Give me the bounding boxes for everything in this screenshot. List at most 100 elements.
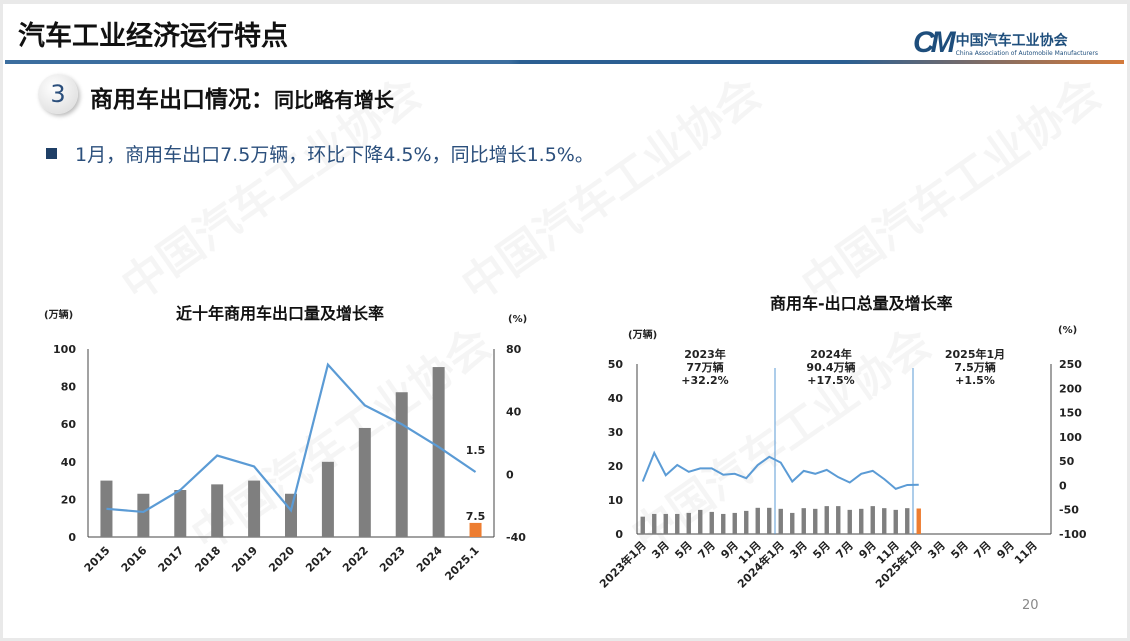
chart2-y2tick: -50 — [1059, 504, 1079, 517]
chart2-bar — [652, 513, 657, 534]
section-subtitle: 同比略有增长 — [274, 88, 394, 112]
slide: 中国汽车工业协会 中国汽车工业协会 中国汽车工业协会 中国汽车工业协会 中国汽车… — [3, 4, 1127, 638]
header-divider — [5, 60, 1124, 64]
chart2-bar — [824, 506, 829, 534]
chart1-xtick: 2019 — [229, 544, 260, 575]
chart2-annotation: 2023年 — [684, 347, 726, 361]
caam-logo: CM 中国汽车工业协会 China Association of Automob… — [913, 26, 1098, 60]
chart1-growth-line — [106, 362, 477, 514]
chart2-annotation: +32.2% — [681, 374, 728, 387]
chart2-xtick: 2023年1月 — [596, 538, 649, 591]
chart2-bar — [709, 511, 714, 534]
chart2-bar — [916, 508, 921, 534]
chart2-bar — [859, 508, 864, 534]
bullet-square-icon — [46, 148, 57, 159]
chart1-ylabel: (万辆) — [44, 310, 74, 321]
bullet-item: 1月，商用车出口7.5万辆，环比下降4.5%，同比增长1.5%。 — [46, 140, 594, 167]
chart2-ytick: 50 — [608, 358, 624, 371]
chart1-bar — [285, 493, 297, 537]
chart2-xtick: 5月 — [810, 539, 832, 561]
chart2-xtick: 7月 — [695, 539, 717, 561]
chart1-xtick: 2015 — [82, 544, 113, 575]
chart2-y2tick: 150 — [1059, 407, 1082, 420]
chart1-bar — [321, 461, 334, 537]
chart2-y2label: (%) — [1058, 325, 1078, 336]
chart2-bar — [698, 509, 703, 534]
logo-mark-icon: CM — [913, 26, 956, 59]
chart2-ytick: 10 — [608, 494, 624, 507]
chart2-xtick: 7月 — [833, 539, 855, 561]
section-title-main: 商用车出口情况： — [90, 87, 274, 113]
chart2-bar — [905, 508, 910, 534]
chart2-y2tick: 0 — [1059, 479, 1067, 492]
chart2-bar — [870, 506, 875, 534]
chart2-annotation: 90.4万辆 — [806, 360, 855, 374]
chart2-xtick: 3月 — [649, 539, 671, 561]
chart2-bar — [744, 510, 749, 534]
chart2-title: 商用车-出口总量及增长率 — [770, 294, 953, 313]
chart2-bar — [847, 509, 852, 534]
chart2-xtick: 3月 — [925, 539, 947, 561]
section-title: 商用车出口情况：同比略有增长 — [90, 80, 394, 114]
chart2-bar — [640, 516, 645, 534]
chart1-xtick: 2018 — [192, 544, 223, 575]
chart1-xtick: 2022 — [340, 544, 371, 575]
chart1-xtick: 2016 — [119, 544, 150, 575]
chart2-bar — [686, 512, 691, 534]
chart2-xtick: 7月 — [971, 539, 993, 561]
chart2-growth-line — [641, 450, 919, 490]
bullet-text: 1月，商用车出口7.5万辆，环比下降4.5%，同比增长1.5%。 — [75, 144, 594, 166]
chart2-annotation: 2025年1月 — [945, 347, 1005, 361]
chart2-y2tick: 100 — [1059, 431, 1082, 444]
chart2-ytick: 20 — [608, 460, 624, 473]
chart1-xtick: 2017 — [156, 544, 187, 575]
chart2-annotation: 7.5万辆 — [954, 360, 996, 374]
logo-en: China Association of Automobile Manufact… — [955, 49, 1098, 57]
chart2-annotation: +1.5% — [955, 374, 995, 387]
chart2-ytick: 30 — [608, 426, 624, 439]
chart2-ytick: 0 — [615, 528, 623, 541]
chart1-ytick: 0 — [68, 531, 76, 544]
chart1-ytick: 80 — [61, 381, 77, 394]
chart2-bar — [732, 512, 737, 534]
chart2-bar — [721, 513, 726, 534]
chart1-ytick: 100 — [53, 343, 76, 356]
chart1-y2label: (%) — [508, 314, 528, 325]
chart1-xtick: 2023 — [377, 544, 408, 575]
chart2-bar — [663, 513, 668, 534]
chart1-bar — [211, 484, 224, 537]
chart1-y2tick: 80 — [506, 343, 522, 356]
chart1-ytick: 40 — [61, 456, 77, 469]
chart2-bar — [778, 508, 783, 534]
chart1-xtick: 2024 — [414, 544, 445, 575]
chart2-bar — [882, 508, 887, 534]
chart2-annotation: 77万辆 — [686, 360, 723, 374]
chart1-bar — [395, 392, 408, 537]
chart1-ytick: 60 — [61, 418, 77, 431]
chart1-bar — [174, 490, 187, 537]
chart2-bar — [801, 508, 806, 534]
chart1-bar — [469, 522, 482, 537]
chart2-annotation: +17.5% — [807, 374, 854, 387]
chart1-bar-label: 7.5 — [466, 510, 486, 523]
chart2-y2tick: 50 — [1059, 455, 1075, 468]
chart2-annotation: 2024年 — [810, 347, 852, 361]
chart1-title: 近十年商用车出口量及增长率 — [176, 304, 385, 323]
chart1-bar — [248, 480, 261, 537]
chart2-bar — [755, 507, 760, 534]
section-number-badge: 3 — [38, 74, 78, 114]
chart2-xtick: 5月 — [948, 539, 970, 561]
logo-cn: 中国汽车工业协会 — [955, 32, 1068, 49]
chart1-y2tick: -40 — [506, 531, 526, 544]
chart1-line-label: 1.5 — [466, 444, 486, 457]
chart2-xtick: 5月 — [672, 539, 694, 561]
chart2-y2tick: 250 — [1059, 358, 1082, 371]
chart1-bar — [358, 427, 371, 537]
page-title: 汽车工业经济运行特点 — [18, 21, 288, 52]
chart1-xtick: 2025.1 — [442, 544, 481, 583]
chart1-xtick: 2021 — [303, 544, 334, 575]
chart2-xtick: 11月 — [1012, 539, 1040, 567]
chart1-y2tick: 40 — [506, 406, 522, 419]
chart1-y2tick: 0 — [506, 468, 514, 481]
